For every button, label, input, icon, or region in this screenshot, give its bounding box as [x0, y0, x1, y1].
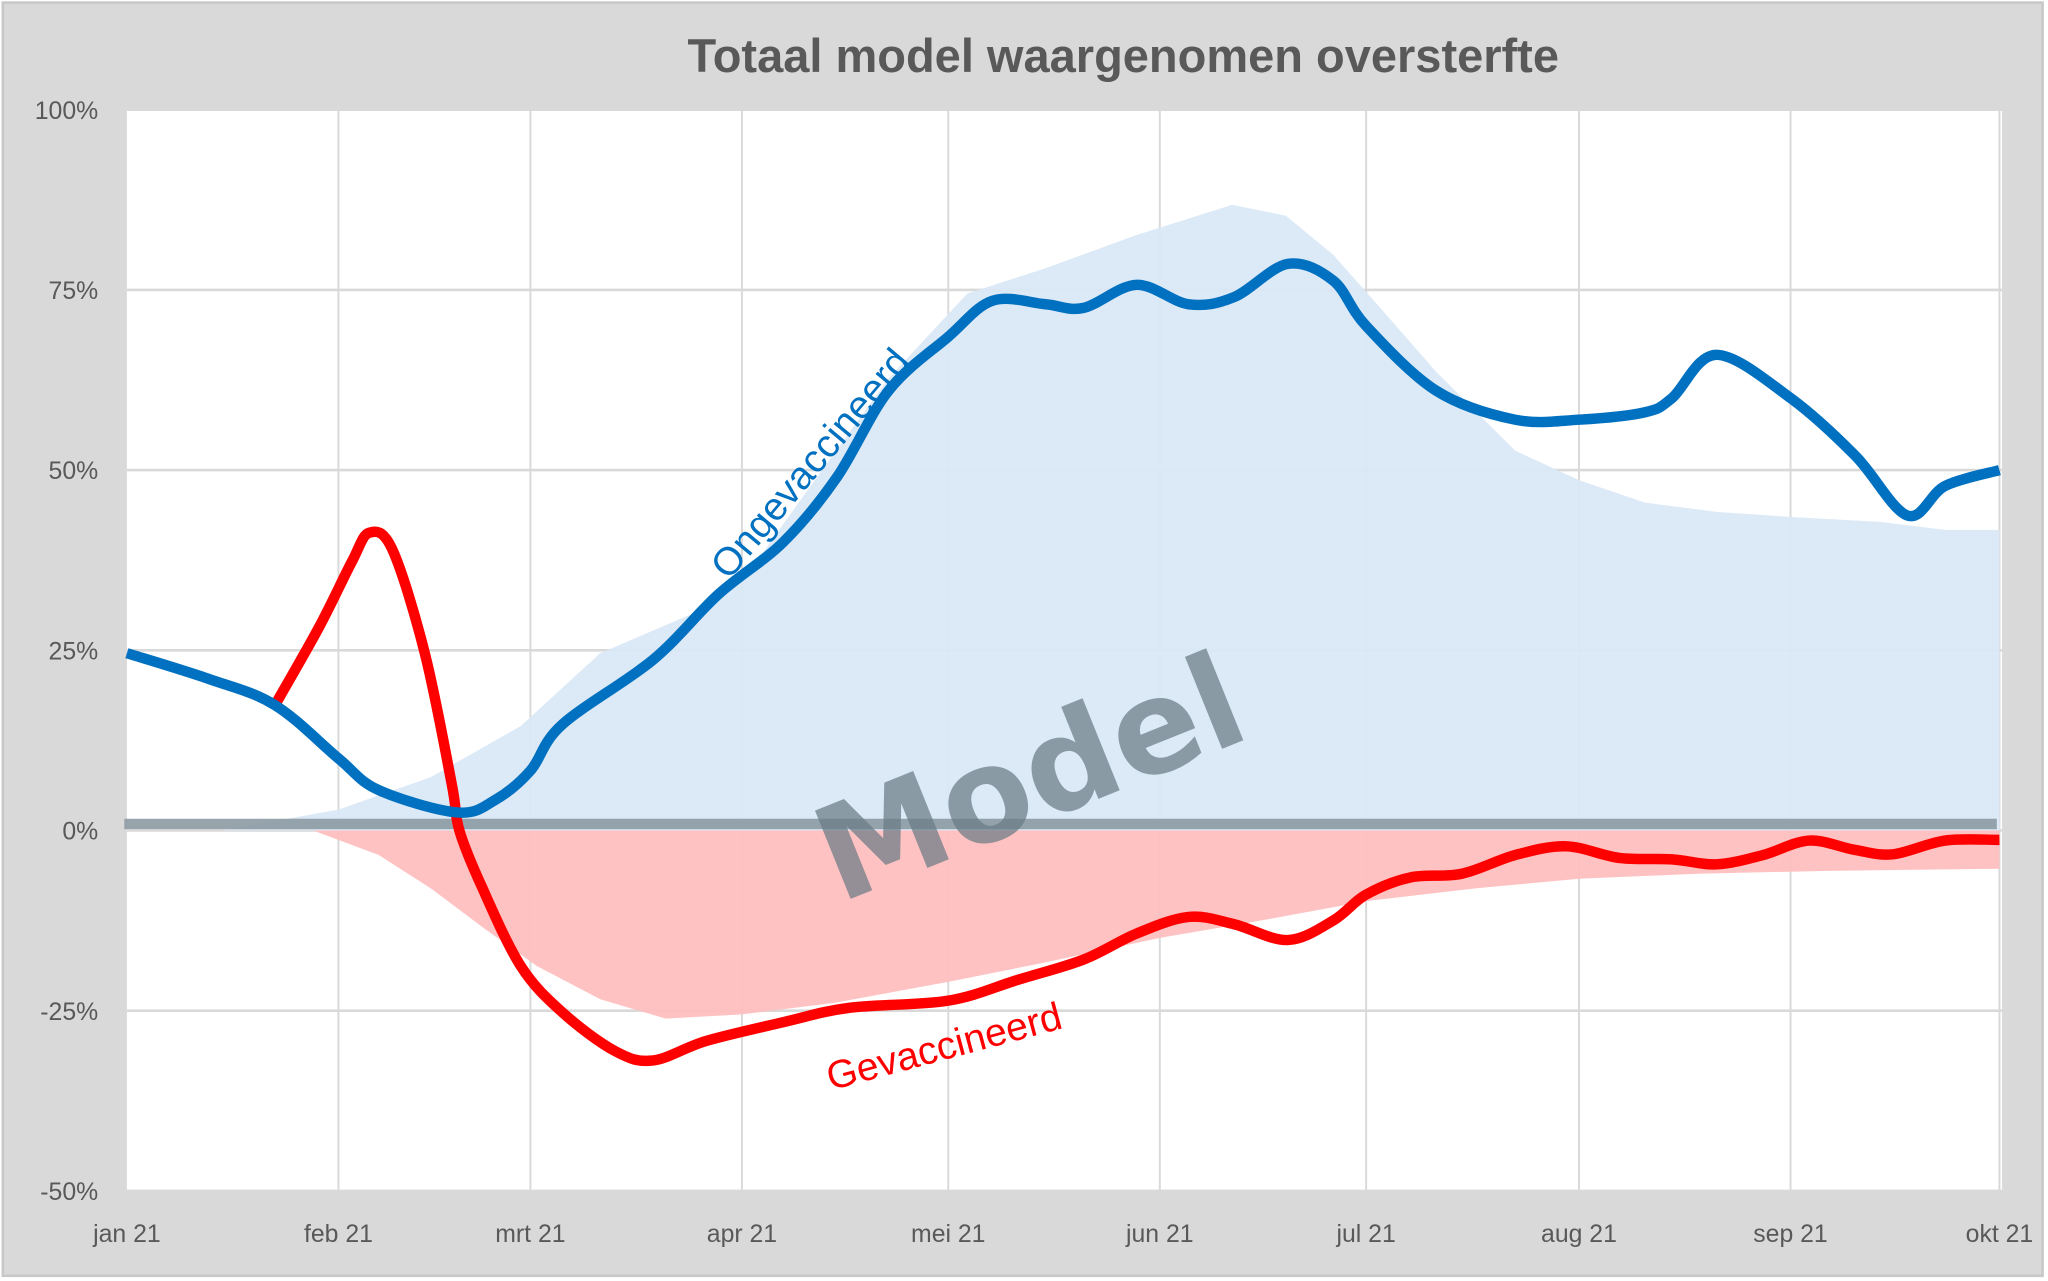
x-tick-label: jan 21	[92, 1221, 161, 1248]
line-gevaccineerd	[270, 526, 2000, 1067]
x-tick-label: jul 21	[1335, 1221, 1395, 1248]
y-tick-label: -50%	[40, 1179, 98, 1206]
x-tick-label: okt 21	[1966, 1221, 2034, 1248]
x-tick-label: feb 21	[304, 1221, 373, 1248]
x-tick-label: aug 21	[1541, 1221, 1617, 1248]
y-tick-label: 50%	[49, 458, 99, 485]
x-tick-label: jun 21	[1125, 1221, 1194, 1248]
chart-title: Totaal model waargenomen oversterfte	[687, 29, 1558, 82]
x-axis-ticks: jan 21 feb 21 mrt 21 apr 21 mei 21 jun 21 jul …	[92, 1221, 2033, 1248]
x-tick-label: mei 21	[911, 1221, 985, 1248]
y-tick-label: -25%	[40, 999, 98, 1026]
x-tick-label: sep 21	[1753, 1221, 1827, 1248]
y-tick-label: 75%	[49, 278, 99, 305]
y-tick-label: 0%	[62, 819, 98, 846]
zero-baseline-bar	[124, 818, 1997, 830]
x-tick-label: apr 21	[707, 1221, 777, 1248]
line-ongevaccineerd	[125, 258, 2001, 818]
x-tick-label: mrt 21	[495, 1221, 565, 1248]
y-tick-label: 100%	[35, 98, 98, 125]
area-model-ongevaccineerd	[222, 204, 2000, 831]
series-lines	[125, 258, 2001, 1067]
y-tick-label: 25%	[49, 638, 99, 665]
y-axis-ticks: 100% 75% 50% 25% 0% -25% -50%	[35, 98, 98, 1206]
